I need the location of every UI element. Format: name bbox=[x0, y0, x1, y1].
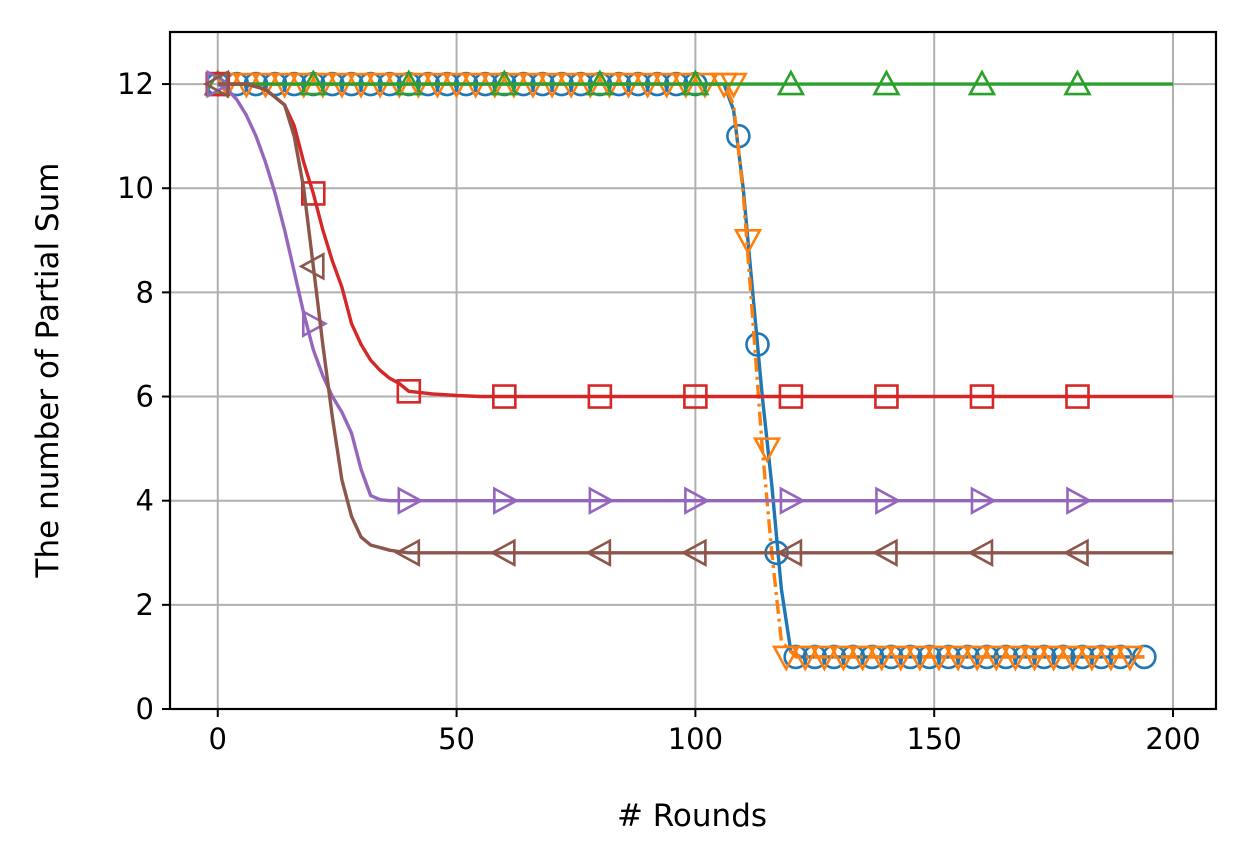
circle-marker bbox=[745, 332, 770, 357]
plot-area bbox=[203, 69, 1173, 672]
square-marker bbox=[396, 379, 422, 404]
series-line bbox=[217, 82, 1173, 555]
square-marker bbox=[874, 384, 899, 409]
y-tick-label: 0 bbox=[136, 692, 154, 726]
x-tick-label: 100 bbox=[668, 722, 723, 756]
triangle-down-marker bbox=[982, 645, 1011, 672]
series-3 bbox=[203, 69, 1173, 96]
square-marker bbox=[969, 384, 995, 409]
triangle-down-marker bbox=[1001, 645, 1030, 672]
triangle-up-marker bbox=[872, 69, 901, 96]
triangle-down-marker bbox=[810, 645, 839, 672]
circle-marker bbox=[1132, 644, 1157, 670]
triangle-down-marker bbox=[943, 645, 973, 672]
triangle-down-marker bbox=[867, 645, 896, 672]
x-tick-label: 200 bbox=[1145, 722, 1200, 756]
triangle-up-marker bbox=[585, 69, 615, 96]
series-4 bbox=[205, 71, 1173, 409]
triangle-down-marker bbox=[1115, 645, 1145, 672]
x-tick-label: 0 bbox=[209, 722, 227, 756]
y-axis-label: The number of Partial Sum bbox=[30, 163, 66, 579]
triangle-right-marker bbox=[1066, 486, 1093, 515]
square-marker bbox=[778, 384, 804, 409]
triangle-up-marker bbox=[776, 69, 806, 96]
y-tick-label: 2 bbox=[136, 588, 154, 622]
triangle-right-marker bbox=[493, 486, 520, 515]
triangle-down-marker bbox=[886, 645, 915, 672]
triangle-down-marker bbox=[1077, 645, 1107, 672]
triangle-right-marker bbox=[301, 309, 329, 338]
square-marker bbox=[492, 384, 517, 409]
triangle-up-marker bbox=[681, 69, 710, 96]
triangle-down-marker bbox=[1020, 645, 1049, 672]
triangle-up-marker bbox=[299, 69, 328, 96]
triangle-left-marker bbox=[967, 538, 994, 567]
y-tick-label: 4 bbox=[136, 484, 154, 518]
triangle-right-marker bbox=[684, 486, 711, 515]
triangle-up-marker bbox=[1063, 69, 1092, 96]
triangle-down-marker bbox=[1039, 645, 1068, 672]
triangle-up-marker bbox=[967, 69, 997, 96]
triangle-left-marker bbox=[1062, 538, 1089, 567]
axis-ticks: 0 50 100 150 200 0 2 4 6 8 10 12 bbox=[117, 67, 1201, 756]
x-tick-label: 50 bbox=[438, 722, 475, 756]
triangle-left-marker bbox=[776, 538, 803, 567]
y-tick-label: 6 bbox=[136, 380, 154, 414]
triangle-right-marker bbox=[779, 486, 806, 515]
triangle-left-marker bbox=[203, 69, 230, 99]
triangle-right-marker bbox=[588, 486, 615, 515]
triangle-down-marker bbox=[924, 645, 954, 672]
triangle-down-marker bbox=[848, 645, 877, 672]
triangle-left-marker bbox=[871, 538, 898, 567]
triangle-left-marker bbox=[585, 538, 612, 567]
y-tick-label: 8 bbox=[136, 275, 154, 309]
axes-frame bbox=[168, 30, 1218, 711]
triangle-down-marker bbox=[1058, 645, 1087, 672]
triangle-up-marker bbox=[490, 69, 519, 96]
triangle-down-marker bbox=[771, 645, 801, 672]
triangle-down-marker bbox=[1096, 645, 1126, 672]
y-tick-label: 10 bbox=[117, 171, 154, 205]
triangle-left-marker bbox=[298, 252, 325, 281]
series-6 bbox=[203, 69, 1173, 567]
x-axis-label: # Rounds bbox=[617, 798, 767, 834]
square-marker bbox=[300, 181, 326, 206]
triangle-down-marker bbox=[905, 645, 935, 672]
series-line bbox=[217, 82, 1173, 399]
x-tick-label: 150 bbox=[907, 722, 962, 756]
triangle-left-marker bbox=[394, 538, 421, 567]
triangle-down-marker bbox=[791, 645, 820, 672]
triangle-up-marker bbox=[394, 69, 424, 96]
square-marker bbox=[683, 384, 708, 409]
square-marker bbox=[1065, 384, 1090, 409]
triangle-right-marker bbox=[970, 486, 997, 515]
square-marker bbox=[587, 384, 613, 409]
triangle-down-marker bbox=[962, 645, 992, 672]
triangle-down-marker bbox=[752, 437, 782, 464]
y-tick-label: 12 bbox=[117, 67, 154, 101]
triangle-left-marker bbox=[680, 538, 707, 567]
triangle-down-marker bbox=[733, 229, 763, 256]
triangle-left-marker bbox=[489, 538, 516, 567]
triangle-right-marker bbox=[875, 486, 902, 515]
triangle-right-marker bbox=[397, 486, 424, 515]
triangle-down-marker bbox=[829, 645, 858, 672]
